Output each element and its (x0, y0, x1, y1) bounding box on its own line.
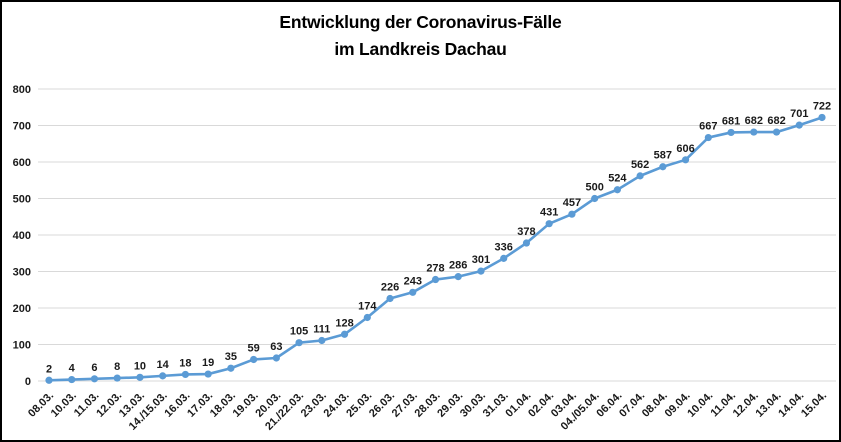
data-label: 606 (676, 143, 694, 155)
data-label: 105 (290, 326, 308, 338)
data-label: 682 (767, 115, 785, 127)
data-point (454, 273, 462, 281)
data-point (659, 163, 667, 171)
data-label: 35 (225, 351, 237, 363)
data-label: 128 (335, 317, 353, 329)
y-tick-label: 800 (13, 84, 31, 96)
data-point (431, 275, 440, 284)
data-point (45, 376, 53, 384)
data-label: 587 (654, 150, 672, 162)
data-label: 378 (517, 226, 535, 238)
data-point (136, 373, 144, 381)
data-label: 4 (69, 363, 76, 375)
data-point (250, 355, 258, 364)
x-tick-label: 10.04. (685, 390, 715, 420)
data-point (727, 128, 735, 137)
data-label: 2 (46, 363, 52, 375)
data-point (295, 339, 303, 347)
data-point (477, 267, 485, 275)
data-point (568, 210, 576, 218)
data-label: 457 (563, 197, 581, 209)
data-point (522, 239, 531, 247)
y-tick-label: 700 (13, 121, 31, 133)
y-tick-label: 200 (13, 303, 31, 315)
chart-title-line1: Entwicklung der Coronavirus-Fälle (279, 12, 562, 32)
data-point (545, 220, 553, 228)
y-tick-label: 0 (25, 376, 31, 388)
y-tick-label: 100 (13, 340, 31, 352)
data-point (363, 313, 371, 322)
data-label: 8 (114, 361, 120, 373)
data-point (159, 372, 167, 380)
data-label: 682 (745, 115, 763, 127)
data-label: 6 (91, 362, 97, 374)
data-point (681, 156, 690, 164)
data-point (613, 186, 621, 194)
data-point (795, 121, 803, 129)
data-label: 174 (358, 300, 377, 312)
data-label: 278 (426, 263, 444, 275)
data-label: 722 (813, 100, 831, 112)
y-tick-label: 500 (13, 194, 31, 206)
x-tick-label: 10.03. (49, 390, 79, 420)
data-label: 14 (157, 359, 170, 371)
data-point (90, 375, 99, 383)
data-point (704, 133, 712, 142)
data-label: 431 (540, 207, 558, 219)
data-label: 10 (134, 360, 146, 372)
data-point (750, 128, 758, 136)
data-point (204, 370, 212, 378)
chart-title: Entwicklung der Coronavirus-Fälle im Lan… (2, 9, 839, 63)
data-point (318, 336, 326, 345)
series-line (47, 116, 824, 382)
data-point (772, 128, 781, 136)
data-label: 226 (381, 282, 399, 294)
data-label: 562 (631, 159, 649, 171)
y-tick-label: 600 (13, 157, 31, 169)
data-point (68, 375, 76, 384)
data-point (409, 288, 417, 296)
data-point (181, 370, 190, 379)
chart-title-line2: im Landkreis Dachau (334, 39, 507, 59)
data-label: 500 (585, 182, 603, 194)
data-point (272, 354, 280, 362)
data-point (340, 330, 349, 338)
data-point (227, 364, 235, 372)
x-tick-label: 15.04. (799, 390, 829, 420)
data-point (818, 113, 826, 122)
data-point (591, 194, 599, 203)
data-point (636, 172, 644, 180)
data-label: 18 (179, 357, 191, 369)
data-label: 667 (699, 121, 717, 133)
data-label: 63 (270, 341, 282, 353)
data-label: 301 (472, 254, 490, 266)
data-label: 286 (449, 260, 467, 272)
y-tick-label: 400 (13, 230, 31, 242)
y-tick-label: 300 (13, 267, 31, 279)
data-label: 19 (202, 357, 214, 369)
data-point (500, 254, 508, 262)
data-label: 336 (495, 241, 513, 253)
data-label: 59 (247, 342, 259, 354)
data-label: 111 (313, 323, 330, 335)
data-label: 524 (608, 173, 627, 185)
data-label: 243 (404, 275, 422, 287)
data-point (386, 294, 394, 303)
data-point (113, 374, 121, 382)
data-label: 701 (790, 108, 808, 120)
data-label: 681 (722, 115, 740, 127)
